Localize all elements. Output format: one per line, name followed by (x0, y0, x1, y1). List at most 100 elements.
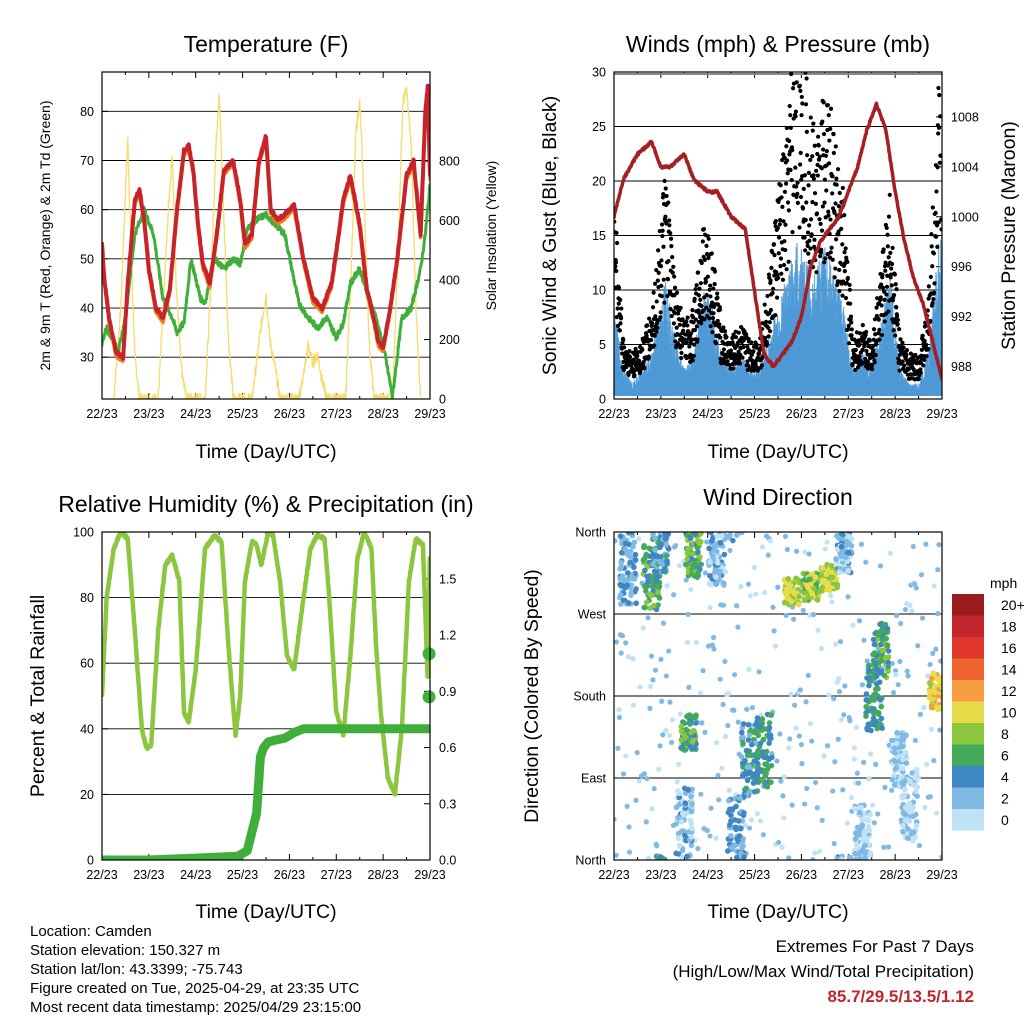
gust-point (632, 373, 637, 378)
wind-dir-point (627, 553, 634, 560)
wind-dir-point (931, 583, 937, 589)
gust-point (652, 281, 658, 286)
gust-point (885, 244, 890, 249)
wind-dir-point (627, 559, 633, 566)
wind-dir-point (633, 797, 639, 803)
gust-point (810, 154, 815, 159)
wind-dir-point (708, 532, 714, 536)
wind-dir-point (660, 732, 666, 738)
gust-point (763, 335, 768, 341)
wind-dir-point (813, 581, 820, 588)
wind-dir-point (708, 805, 714, 811)
wind-dir-point (909, 608, 915, 614)
wind-dir-point (650, 561, 657, 568)
gust-point (821, 131, 827, 137)
wind-dir-point (874, 666, 880, 673)
x-tick-label: 26/23 (786, 868, 817, 882)
gust-point (833, 266, 838, 271)
wind-dir-point (650, 532, 656, 536)
gust-point (884, 292, 889, 297)
gust-point (820, 119, 825, 124)
wind-dir-point (850, 622, 856, 628)
wind-dir-point (647, 553, 653, 560)
x-tick-label: 25/23 (227, 868, 258, 882)
wind-dir-point (687, 535, 694, 542)
gust-point (749, 340, 754, 345)
gust-point (873, 332, 878, 337)
wind-dir-point (725, 797, 732, 804)
gust-point (615, 323, 621, 329)
gust-point (659, 258, 664, 263)
gust-point (660, 228, 665, 233)
wind-dir-point (802, 801, 808, 807)
wind-dir-point (697, 561, 703, 568)
gust-point (874, 305, 879, 310)
gust-point (869, 367, 875, 372)
colorbar-swatch (952, 594, 984, 616)
gust-point (780, 204, 785, 209)
wind-dir-point (861, 637, 867, 643)
gust-point (831, 150, 836, 156)
colorbar-label: 10 (1001, 705, 1017, 721)
gust-point (624, 364, 629, 370)
wind-dir-point (892, 758, 899, 765)
wind-dir-point (614, 538, 618, 544)
wind-dir-point (815, 627, 821, 633)
temp-2m-line (102, 83, 430, 361)
gust-point (824, 188, 829, 193)
wind-dir-point (622, 540, 629, 547)
wind-dir-point (785, 576, 792, 582)
chart-panel-2: Winds (mph) & Pressure (mb) 0 5 10 15 20 25 30 9… (539, 31, 1020, 463)
gust-point (900, 359, 905, 364)
gust-point (867, 338, 872, 343)
gust-point (934, 189, 939, 194)
wind-dir-point (641, 583, 648, 589)
gust-point (845, 259, 850, 265)
gust-point (797, 83, 802, 88)
wind-dir-point (673, 804, 680, 811)
wind-dir-point (655, 589, 661, 595)
gust-point (773, 312, 778, 318)
wind-dir-point (624, 582, 630, 589)
wind-dir-point (859, 682, 865, 688)
wind-dir-point (675, 835, 682, 842)
wind-dir-point (797, 687, 803, 693)
wind-dir-point (626, 824, 632, 830)
wind-dir-point (939, 693, 942, 700)
colorbar-label: 18 (1001, 619, 1017, 635)
gust-point (699, 321, 704, 326)
gust-point (770, 290, 775, 296)
gust-point (799, 113, 804, 118)
wind-dir-point (704, 539, 710, 545)
wind-dir-point (636, 536, 642, 542)
gust-point (789, 177, 794, 183)
wind-dir-point (832, 759, 838, 765)
gust-point (894, 287, 899, 292)
wind-dir-point (756, 669, 762, 675)
gust-point (940, 56, 944, 60)
wind-dir-point (732, 817, 738, 823)
gust-point (871, 327, 877, 332)
gust-point (778, 183, 783, 188)
y-right-tick-label: 1.5 (439, 572, 456, 586)
wind-dir-point (682, 832, 688, 839)
gust-point (831, 132, 836, 137)
x-tick-label: 22/23 (86, 407, 117, 421)
wind-dir-point (828, 593, 834, 599)
wind-dir-point (663, 541, 670, 548)
wind-dir-point (744, 752, 751, 759)
gust-point (667, 223, 672, 228)
wind-dir-point (939, 854, 942, 860)
wind-dir-point (719, 533, 725, 539)
gust-point (774, 295, 780, 300)
plot-area (102, 532, 430, 860)
gust-point (888, 250, 893, 255)
wind-dir-point (640, 625, 646, 631)
gust-point (627, 349, 632, 354)
wind-dir-point (734, 603, 740, 609)
wind-dir-point (933, 646, 939, 652)
gust-point (840, 293, 845, 298)
gust-point (617, 328, 623, 333)
wind-dir-point (754, 715, 761, 721)
wind-dir-point (858, 804, 864, 811)
